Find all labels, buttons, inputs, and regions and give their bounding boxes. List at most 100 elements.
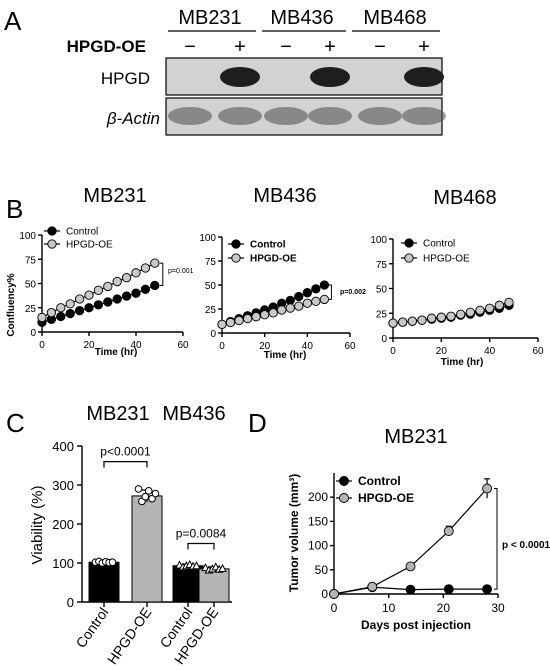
blot-row-label: HPGD-OE bbox=[67, 37, 146, 56]
d-y-tick-label: 0 bbox=[321, 587, 328, 601]
b3-x-tick-label: 60 bbox=[532, 346, 544, 357]
western-blot-panel: MB231 MB436 MB468 HPGD-OE − + − + − + HPGD β-… bbox=[67, 7, 446, 136]
b1-point bbox=[46, 307, 57, 318]
actin-band-lane-2 bbox=[218, 107, 262, 125]
lane-signs: − + − + − + bbox=[184, 36, 430, 58]
actin-band-lane-1 bbox=[168, 107, 212, 125]
b1-legend-label: HPGD-OE bbox=[66, 240, 113, 251]
d-legend-marker bbox=[339, 493, 349, 503]
panel-letter-a: A bbox=[4, 6, 22, 36]
chart-d-xlabel: Days post injection bbox=[361, 618, 471, 632]
lane-sign-2: + bbox=[234, 36, 246, 58]
lane-sign-1: − bbox=[184, 36, 196, 58]
lane-sign-6: + bbox=[418, 36, 430, 58]
c-data-point bbox=[108, 558, 117, 567]
chart-b2-pvalue: p=0.002 bbox=[340, 289, 366, 296]
b1-point bbox=[84, 290, 94, 300]
b1-point bbox=[131, 268, 141, 278]
c-y-tick-label: 300 bbox=[52, 478, 74, 493]
b1-point bbox=[140, 263, 151, 273]
blot-label-hpgd: HPGD bbox=[101, 69, 150, 88]
chart-b3-xlabel: Time (hr) bbox=[441, 357, 484, 368]
d-x-tick-label: 10 bbox=[382, 601, 396, 615]
b1-point bbox=[37, 312, 47, 323]
c-pvalue-label: p<0.0001 bbox=[100, 445, 151, 459]
b2-point bbox=[217, 319, 227, 330]
b2-point bbox=[225, 317, 236, 328]
actin-band-lane-4 bbox=[308, 107, 352, 125]
c-x-tick-label: Control bbox=[72, 605, 111, 651]
chart-d-title: MB231 bbox=[384, 426, 447, 448]
b2-x-tick-label: 20 bbox=[259, 341, 271, 352]
d-y-tick-label: 50 bbox=[315, 563, 329, 577]
b2-y-tick-label: 0 bbox=[210, 329, 216, 340]
panel-letter-d: D bbox=[248, 408, 267, 438]
c-y-tick-label: 0 bbox=[67, 595, 74, 610]
b1-point bbox=[84, 303, 94, 313]
b1-point bbox=[65, 299, 75, 309]
b3-y-tick-label: 50 bbox=[376, 285, 388, 296]
chart-d-ylabel: Tumor volume (mm³) bbox=[287, 474, 301, 592]
b3-point bbox=[417, 315, 427, 325]
c-data-point bbox=[141, 492, 150, 501]
chart-b3-title: MB468 bbox=[433, 187, 496, 209]
b2-point bbox=[294, 301, 304, 311]
b2-point bbox=[234, 315, 244, 326]
b1-point bbox=[103, 281, 113, 292]
b2-x-tick-label: 60 bbox=[344, 341, 356, 352]
b2-y-tick-label: 25 bbox=[205, 305, 217, 316]
b1-legend-marker bbox=[47, 239, 57, 249]
chart-b1-xlabel: Time (hr) bbox=[95, 347, 138, 358]
b3-point bbox=[494, 300, 504, 310]
b2-point bbox=[268, 308, 278, 318]
tumor-volume-chart: MB231 Tumor volume (mm³) Days post injec… bbox=[287, 426, 550, 632]
d-x-tick-label: 0 bbox=[331, 601, 338, 615]
b3-y-tick-label: 25 bbox=[376, 309, 388, 320]
b3-y-tick-label: 0 bbox=[381, 334, 387, 345]
chart-c-group1-title: MB231 bbox=[86, 403, 149, 425]
c-significance-bracket bbox=[187, 542, 215, 550]
b3-legend-label: Control bbox=[423, 239, 455, 250]
c-pvalue-label: p=0.0084 bbox=[176, 527, 227, 541]
b2-y-tick-label: 100 bbox=[199, 233, 216, 244]
b3-y-tick-label: 100 bbox=[370, 235, 387, 246]
growth-chart-mb436: MB436 Time (hr) p=0.002 0 25 50 75 100 0 20 40 6… bbox=[199, 185, 366, 361]
lane-sign-5: − bbox=[374, 36, 386, 58]
d-point bbox=[482, 584, 493, 595]
b1-y-tick-label: 25 bbox=[25, 304, 37, 315]
blot-label-actin: β-Actin bbox=[106, 109, 160, 128]
b2-significance-bracket bbox=[328, 284, 332, 300]
hpgd-band-lane-4 bbox=[310, 67, 350, 87]
b1-x-tick-label: 0 bbox=[39, 340, 45, 351]
b2-legend-marker bbox=[231, 253, 241, 263]
b3-point bbox=[465, 307, 475, 317]
d-point bbox=[329, 589, 339, 599]
actin-band-lane-6 bbox=[402, 107, 446, 125]
c-data-point bbox=[192, 561, 201, 570]
panel-letter-c: C bbox=[6, 408, 25, 438]
c-y-tick-label: 400 bbox=[52, 439, 74, 454]
b2-point bbox=[251, 312, 261, 322]
b2-point bbox=[311, 296, 321, 306]
b3-x-tick-label: 40 bbox=[484, 346, 496, 357]
d-point bbox=[482, 483, 493, 494]
lane-sign-4: + bbox=[324, 36, 336, 58]
growth-chart-mb231: MB231 Confluency% Time (hr) p=0.001 0 25 5… bbox=[6, 185, 194, 358]
d-y-tick-label: 200 bbox=[308, 490, 328, 504]
chart-d-pvalue: p < 0.0001 bbox=[502, 540, 550, 551]
chart-b1-title: MB231 bbox=[83, 185, 146, 207]
d-point bbox=[405, 584, 416, 595]
b1-point bbox=[103, 297, 113, 307]
b3-legend-marker bbox=[404, 238, 414, 248]
d-legend-label: HPGD-OE bbox=[358, 491, 414, 505]
actin-band-lane-3 bbox=[264, 107, 308, 125]
b1-x-tick-label: 20 bbox=[83, 340, 95, 351]
d-y-tick-label: 100 bbox=[308, 539, 328, 553]
chart-b2-title: MB436 bbox=[253, 185, 316, 207]
b3-y-tick-label: 75 bbox=[376, 260, 388, 271]
c-x-tick-label: HPGD-OE bbox=[104, 605, 155, 668]
c-bar bbox=[88, 561, 120, 603]
c-data-point bbox=[151, 489, 160, 498]
blot-bands bbox=[168, 67, 446, 125]
